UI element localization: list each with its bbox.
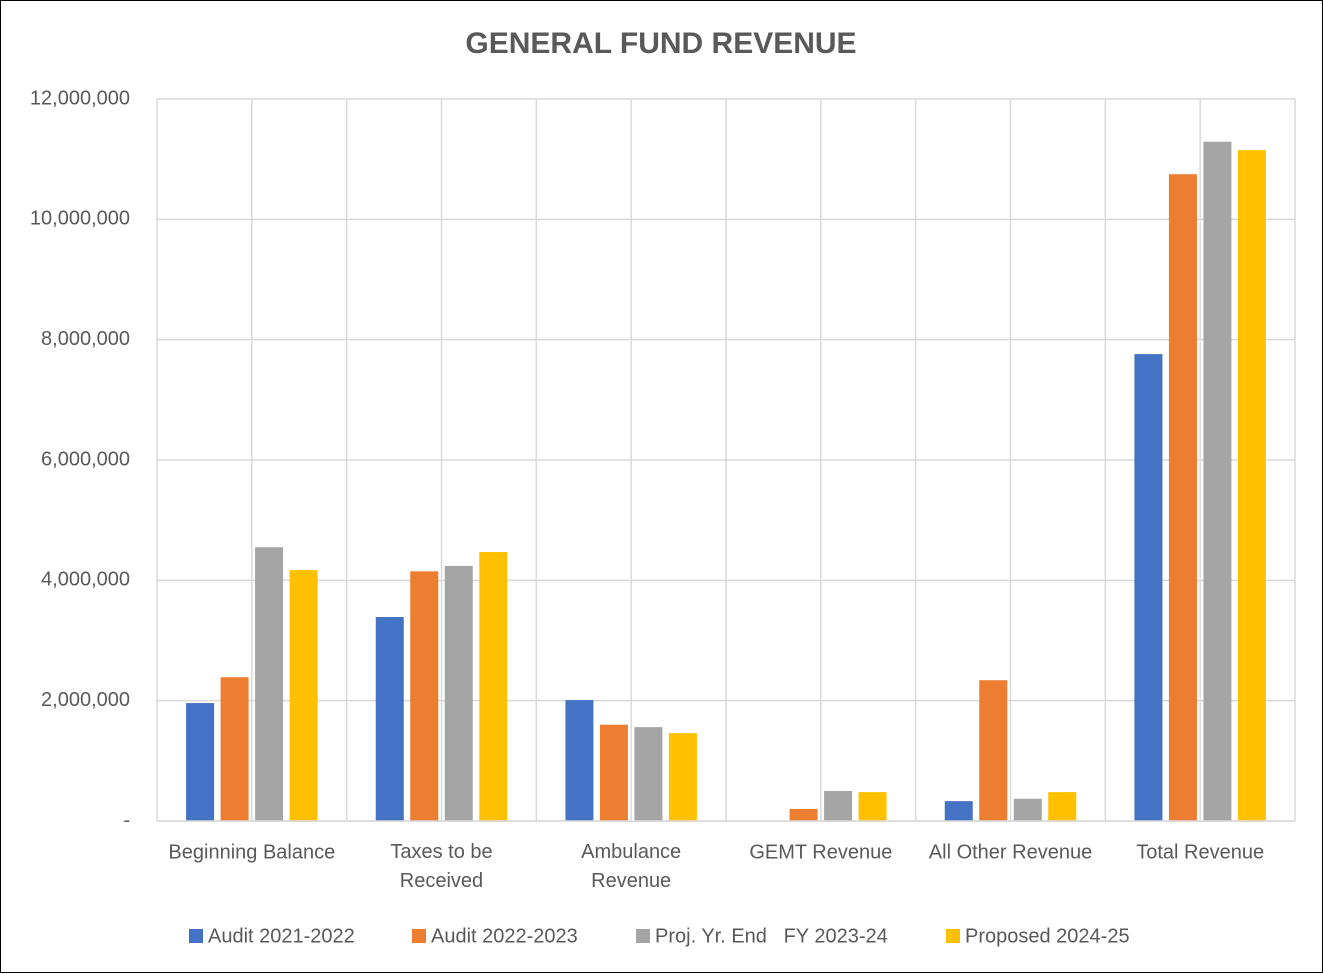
legend-label: Audit 2022-2023 (431, 925, 578, 947)
bar (858, 792, 887, 821)
bar (289, 570, 318, 821)
bar (255, 547, 284, 821)
bar (1237, 150, 1266, 821)
bar (668, 733, 697, 821)
x-tick-label: All Other Revenue (929, 841, 1092, 863)
bar (599, 724, 628, 821)
bar (444, 565, 473, 821)
y-tick-label: 2,000,000 (41, 689, 130, 711)
bar (479, 552, 508, 821)
bar (634, 727, 663, 821)
legend-swatch (412, 929, 426, 943)
legend-label: Proj. Yr. End FY 2023-24 (655, 925, 888, 947)
bar (375, 617, 404, 821)
x-tick-label: Beginning Balance (168, 841, 335, 863)
bar (186, 703, 215, 821)
y-tick-label: 8,000,000 (41, 328, 130, 350)
bar (220, 677, 249, 821)
bar (1013, 798, 1042, 821)
bar (824, 790, 853, 821)
x-tick-label: GEMT Revenue (749, 841, 892, 863)
legend-swatch (189, 929, 203, 943)
y-tick-label: - (123, 809, 130, 831)
legend-swatch (636, 929, 650, 943)
y-tick-label: 10,000,000 (30, 208, 130, 230)
bar (1048, 792, 1077, 821)
x-tick-label: Taxes to be Received (390, 841, 492, 892)
y-tick-label: 12,000,000 (30, 87, 130, 109)
bar (1134, 354, 1163, 821)
legend-swatch (946, 929, 960, 943)
bar (565, 700, 594, 821)
x-tick-label: Ambulance Revenue (581, 841, 681, 892)
bar (1168, 174, 1197, 822)
chart-title: GENERAL FUND REVENUE (465, 27, 856, 60)
bar (979, 680, 1008, 821)
legend-label: Proposed 2024-25 (965, 925, 1130, 947)
bar (410, 571, 439, 821)
x-tick-label: Total Revenue (1136, 841, 1264, 863)
legend-label: Audit 2021-2022 (208, 925, 355, 947)
bar (1203, 141, 1232, 822)
bar (789, 808, 818, 821)
y-tick-label: 6,000,000 (41, 448, 130, 470)
y-tick-label: 4,000,000 (41, 569, 130, 591)
bar (944, 801, 973, 821)
